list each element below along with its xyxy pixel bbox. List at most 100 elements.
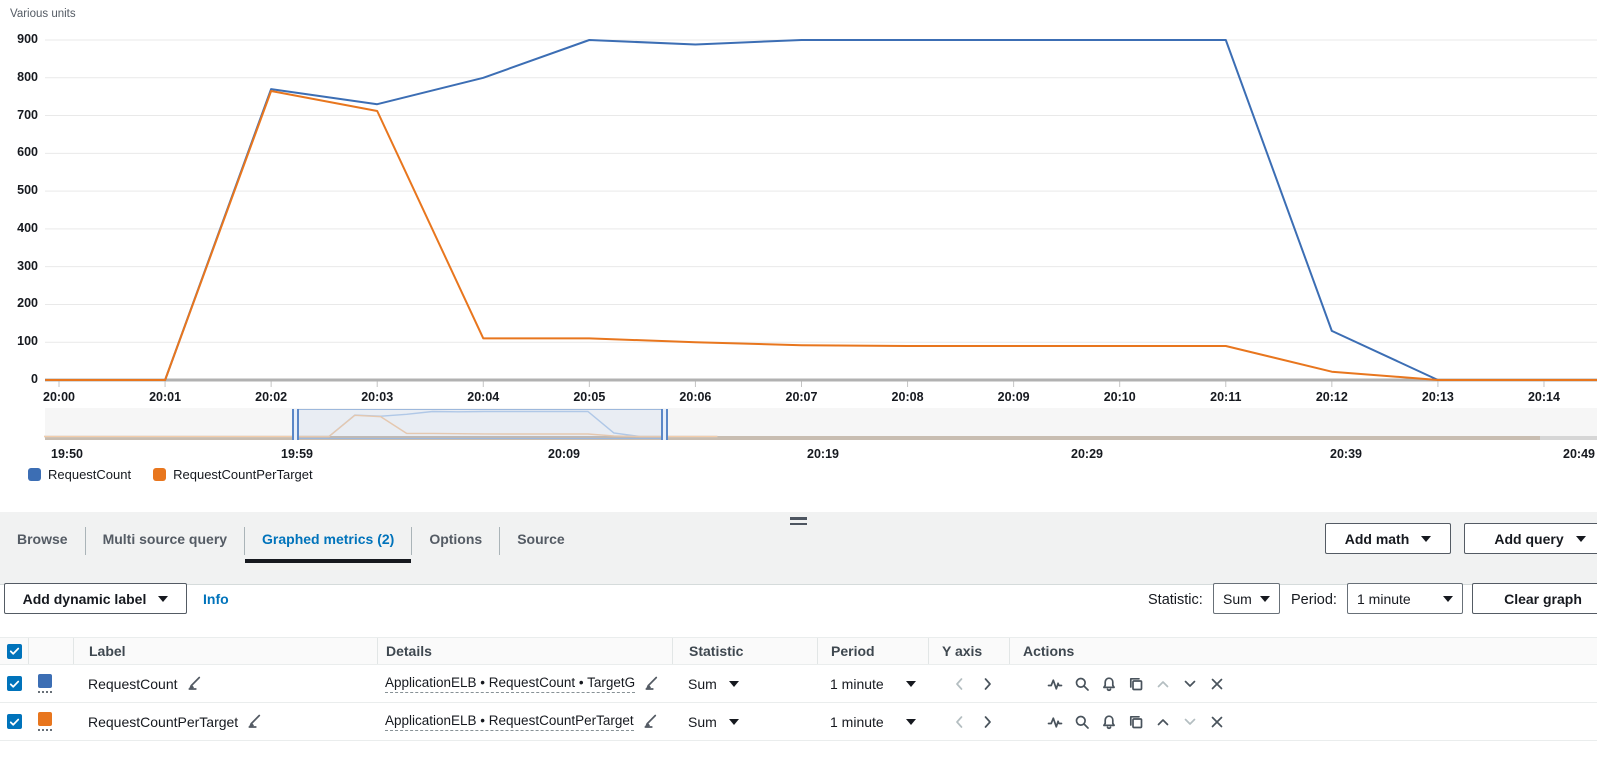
metric-color-swatch[interactable] bbox=[38, 674, 52, 688]
chevron-down-icon bbox=[905, 680, 916, 687]
statistic-select[interactable]: Sum bbox=[1213, 583, 1280, 614]
timeline-selection-window[interactable] bbox=[292, 409, 668, 440]
column-header-statistic: Statistic bbox=[672, 638, 817, 664]
add-math-button[interactable]: Add math bbox=[1325, 523, 1451, 554]
tab-divider bbox=[499, 526, 501, 555]
move-down-icon[interactable] bbox=[1181, 713, 1198, 730]
select-all-checkbox[interactable] bbox=[7, 643, 22, 659]
clear-graph-button[interactable]: Clear graph bbox=[1472, 583, 1597, 614]
alarm-icon[interactable] bbox=[1100, 713, 1117, 730]
add-query-button[interactable]: Add query bbox=[1464, 523, 1597, 554]
graphed-metrics-table: Label Details Statistic Period Y axis Actions… bbox=[0, 637, 1597, 741]
y-axis-tick-label: 500 bbox=[17, 183, 38, 198]
tab-graphed-metrics-2[interactable]: Graphed metrics (2) bbox=[245, 518, 412, 563]
color-picker-dots bbox=[38, 691, 52, 693]
alarm-icon[interactable] bbox=[1100, 675, 1117, 692]
line-chart[interactable] bbox=[0, 0, 1597, 406]
chevron-down-icon bbox=[1443, 595, 1453, 602]
actions-cell bbox=[1009, 675, 1597, 692]
x-axis-tick-label: 20:03 bbox=[361, 390, 394, 404]
color-picker-dots bbox=[38, 729, 52, 731]
remove-icon[interactable] bbox=[1208, 675, 1225, 692]
metric-checkbox[interactable] bbox=[7, 714, 22, 729]
x-axis-tick-label: 20:02 bbox=[255, 390, 288, 404]
zoom-icon[interactable] bbox=[1073, 713, 1090, 730]
header-color-cell bbox=[28, 638, 73, 664]
y-axis-tick-label: 700 bbox=[17, 107, 38, 122]
y-axis-tick-label: 400 bbox=[17, 220, 38, 235]
remove-icon[interactable] bbox=[1208, 713, 1225, 730]
statistic-dropdown[interactable]: Sum bbox=[672, 714, 817, 730]
y-axis-left-icon[interactable] bbox=[951, 675, 968, 692]
period-select[interactable]: 1 minute bbox=[1347, 583, 1463, 614]
tab-divider bbox=[244, 526, 246, 555]
y-axis-right-icon[interactable] bbox=[978, 713, 995, 730]
move-up-icon[interactable] bbox=[1154, 675, 1171, 692]
tab-multi-source-query[interactable]: Multi source query bbox=[102, 530, 228, 547]
tab-options[interactable]: Options bbox=[429, 530, 483, 547]
column-header-actions: Actions bbox=[1009, 638, 1597, 664]
chevron-down-icon bbox=[1260, 595, 1270, 602]
tab-browse[interactable]: Browse bbox=[17, 530, 68, 547]
add-dynamic-label-text: Add dynamic label bbox=[22, 590, 147, 607]
column-header-period: Period bbox=[817, 638, 928, 664]
metric-row: RequestCountPerTarget ApplicationELB • Re… bbox=[0, 703, 1597, 741]
move-up-icon[interactable] bbox=[1154, 713, 1171, 730]
clear-graph-label: Clear graph bbox=[1504, 590, 1582, 607]
metric-details-link[interactable]: ApplicationELB • RequestCountPerTarget bbox=[385, 713, 634, 731]
timeline-mini-chart bbox=[44, 410, 718, 438]
statistic-value: Sum bbox=[1223, 590, 1252, 607]
chevron-down-icon bbox=[1575, 535, 1586, 542]
metric-details-link[interactable]: ApplicationELB • RequestCount • TargetG bbox=[385, 675, 636, 693]
x-axis-tick-label: 20:14 bbox=[1527, 390, 1560, 404]
actions-cell bbox=[1009, 713, 1597, 730]
metric-details-cell: ApplicationELB • RequestCount • TargetG bbox=[377, 674, 672, 693]
timeline-band[interactable] bbox=[45, 408, 1597, 440]
mini-requestcountpertarget-line bbox=[44, 414, 718, 438]
x-axis-tick-label: 20:05 bbox=[573, 390, 606, 404]
period-dropdown[interactable]: 1 minute bbox=[817, 714, 928, 730]
edit-details-pencil-icon[interactable] bbox=[644, 674, 660, 693]
panel-resize-handle[interactable] bbox=[787, 515, 809, 527]
timeline-tick-label: 20:49 bbox=[1563, 447, 1595, 461]
chevron-down-icon bbox=[728, 718, 739, 725]
edit-details-pencil-icon[interactable] bbox=[643, 712, 659, 731]
chevron-down-icon bbox=[158, 595, 169, 602]
duplicate-icon[interactable] bbox=[1127, 675, 1144, 692]
chevron-down-icon bbox=[905, 718, 916, 725]
metric-label-cell: RequestCountPerTarget bbox=[73, 712, 377, 731]
y-axis-left-icon[interactable] bbox=[951, 713, 968, 730]
chart-legend: RequestCount RequestCountPerTarget bbox=[28, 467, 313, 482]
timeline-left-handle[interactable] bbox=[292, 409, 299, 440]
pulse-icon[interactable] bbox=[1046, 713, 1063, 730]
x-axis-tick-label: 20:12 bbox=[1315, 390, 1348, 404]
timeline-tick-label: 19:59 bbox=[281, 447, 313, 461]
y-axis-right-icon[interactable] bbox=[978, 675, 995, 692]
edit-label-pencil-icon[interactable] bbox=[187, 674, 203, 693]
x-axis-line bbox=[45, 378, 1597, 382]
zoom-icon[interactable] bbox=[1073, 675, 1090, 692]
x-axis-tick-label: 20:11 bbox=[1210, 390, 1242, 404]
tab-divider bbox=[84, 526, 86, 555]
period-value: 1 minute bbox=[830, 675, 884, 692]
metric-label: RequestCount bbox=[88, 675, 178, 692]
x-axis-tick-label: 20:06 bbox=[679, 390, 712, 404]
info-link[interactable]: Info bbox=[203, 591, 229, 607]
tab-source[interactable]: Source bbox=[517, 530, 565, 547]
legend-label: RequestCountPerTarget bbox=[173, 467, 313, 482]
x-axis-tick-label: 20:07 bbox=[785, 390, 818, 404]
duplicate-icon[interactable] bbox=[1127, 713, 1144, 730]
add-dynamic-label-button[interactable]: Add dynamic label bbox=[4, 583, 187, 614]
timeline-axis-line-end bbox=[1540, 436, 1597, 440]
timeline-tick-label: 20:09 bbox=[548, 447, 580, 461]
statistic-dropdown[interactable]: Sum bbox=[672, 676, 817, 692]
edit-label-pencil-icon[interactable] bbox=[247, 712, 263, 731]
timeline-right-handle[interactable] bbox=[661, 409, 668, 440]
metric-checkbox[interactable] bbox=[7, 676, 22, 691]
y-axis-cell bbox=[928, 713, 1009, 730]
metric-color-swatch[interactable] bbox=[38, 712, 52, 726]
period-dropdown[interactable]: 1 minute bbox=[817, 676, 928, 692]
pulse-icon[interactable] bbox=[1046, 675, 1063, 692]
move-down-icon[interactable] bbox=[1181, 675, 1198, 692]
x-axis-tick-label: 20:10 bbox=[1103, 390, 1136, 404]
